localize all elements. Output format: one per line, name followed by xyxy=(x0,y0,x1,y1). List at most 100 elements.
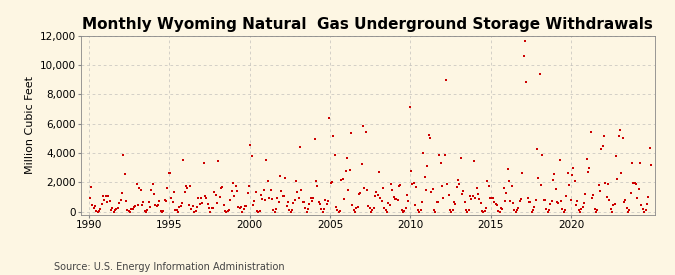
Point xyxy=(545,202,556,206)
Point xyxy=(356,162,367,166)
Point xyxy=(344,167,355,172)
Point xyxy=(591,209,601,214)
Point xyxy=(315,202,325,207)
Point xyxy=(263,178,273,183)
Point xyxy=(207,206,218,210)
Point xyxy=(619,200,630,204)
Point xyxy=(213,159,223,163)
Point xyxy=(494,209,505,214)
Point xyxy=(287,208,298,212)
Point xyxy=(543,208,554,213)
Point xyxy=(387,188,398,193)
Point xyxy=(130,204,140,208)
Point xyxy=(375,196,385,200)
Point xyxy=(422,164,433,168)
Point xyxy=(574,209,585,214)
Point xyxy=(620,198,631,203)
Point xyxy=(146,188,157,192)
Point xyxy=(128,205,139,209)
Point xyxy=(176,204,186,208)
Point xyxy=(290,178,301,183)
Point xyxy=(483,183,494,188)
Point xyxy=(364,206,375,211)
Point xyxy=(106,207,117,212)
Point xyxy=(267,197,277,201)
Point xyxy=(348,208,359,212)
Point xyxy=(131,182,142,186)
Point xyxy=(376,199,387,203)
Point xyxy=(570,203,581,208)
Point xyxy=(338,177,348,181)
Point xyxy=(556,199,566,203)
Point xyxy=(232,189,242,193)
Point xyxy=(517,171,528,176)
Point xyxy=(257,196,268,201)
Point xyxy=(442,182,453,186)
Point xyxy=(196,195,207,200)
Point xyxy=(550,187,561,191)
Point xyxy=(603,181,614,186)
Point xyxy=(394,183,404,188)
Point xyxy=(246,154,257,158)
Point xyxy=(610,202,620,206)
Point xyxy=(477,209,487,213)
Point xyxy=(518,54,529,58)
Point xyxy=(166,196,177,200)
Point xyxy=(217,185,227,190)
Point xyxy=(362,187,373,192)
Point xyxy=(109,209,119,214)
Point xyxy=(520,39,531,43)
Point xyxy=(547,178,558,182)
Point xyxy=(113,206,124,210)
Point xyxy=(580,192,591,196)
Point xyxy=(634,161,645,165)
Point xyxy=(153,203,163,208)
Point xyxy=(117,191,128,195)
Point xyxy=(493,209,504,213)
Point xyxy=(513,206,524,210)
Point xyxy=(284,207,295,212)
Point xyxy=(306,199,317,204)
Point xyxy=(391,196,402,201)
Point xyxy=(541,207,551,211)
Point xyxy=(277,194,288,198)
Point xyxy=(553,200,564,205)
Point xyxy=(528,208,539,213)
Point xyxy=(203,205,214,210)
Point xyxy=(551,200,562,205)
Point xyxy=(309,137,320,141)
Point xyxy=(583,170,593,174)
Point xyxy=(456,192,467,196)
Point xyxy=(537,153,548,158)
Point xyxy=(328,134,339,138)
Point xyxy=(372,192,383,197)
Point xyxy=(467,194,478,198)
Point xyxy=(398,209,408,214)
Point xyxy=(260,198,271,203)
Point xyxy=(312,184,323,188)
Point xyxy=(462,209,472,214)
Point xyxy=(616,171,627,175)
Point xyxy=(636,202,647,207)
Point xyxy=(639,209,649,214)
Point xyxy=(535,72,545,76)
Point xyxy=(296,187,306,192)
Point xyxy=(441,78,452,82)
Point xyxy=(623,209,634,214)
Point xyxy=(381,209,392,214)
Point xyxy=(84,196,95,200)
Point xyxy=(346,131,356,136)
Point xyxy=(136,203,147,207)
Point xyxy=(486,196,497,200)
Point xyxy=(280,176,291,181)
Point xyxy=(161,198,171,203)
Point xyxy=(272,196,283,200)
Point xyxy=(549,172,560,177)
Point xyxy=(254,208,265,213)
Point xyxy=(252,208,263,213)
Point xyxy=(377,186,388,190)
Point xyxy=(150,203,161,207)
Point xyxy=(426,189,437,194)
Point xyxy=(124,209,135,214)
Point xyxy=(569,178,580,183)
